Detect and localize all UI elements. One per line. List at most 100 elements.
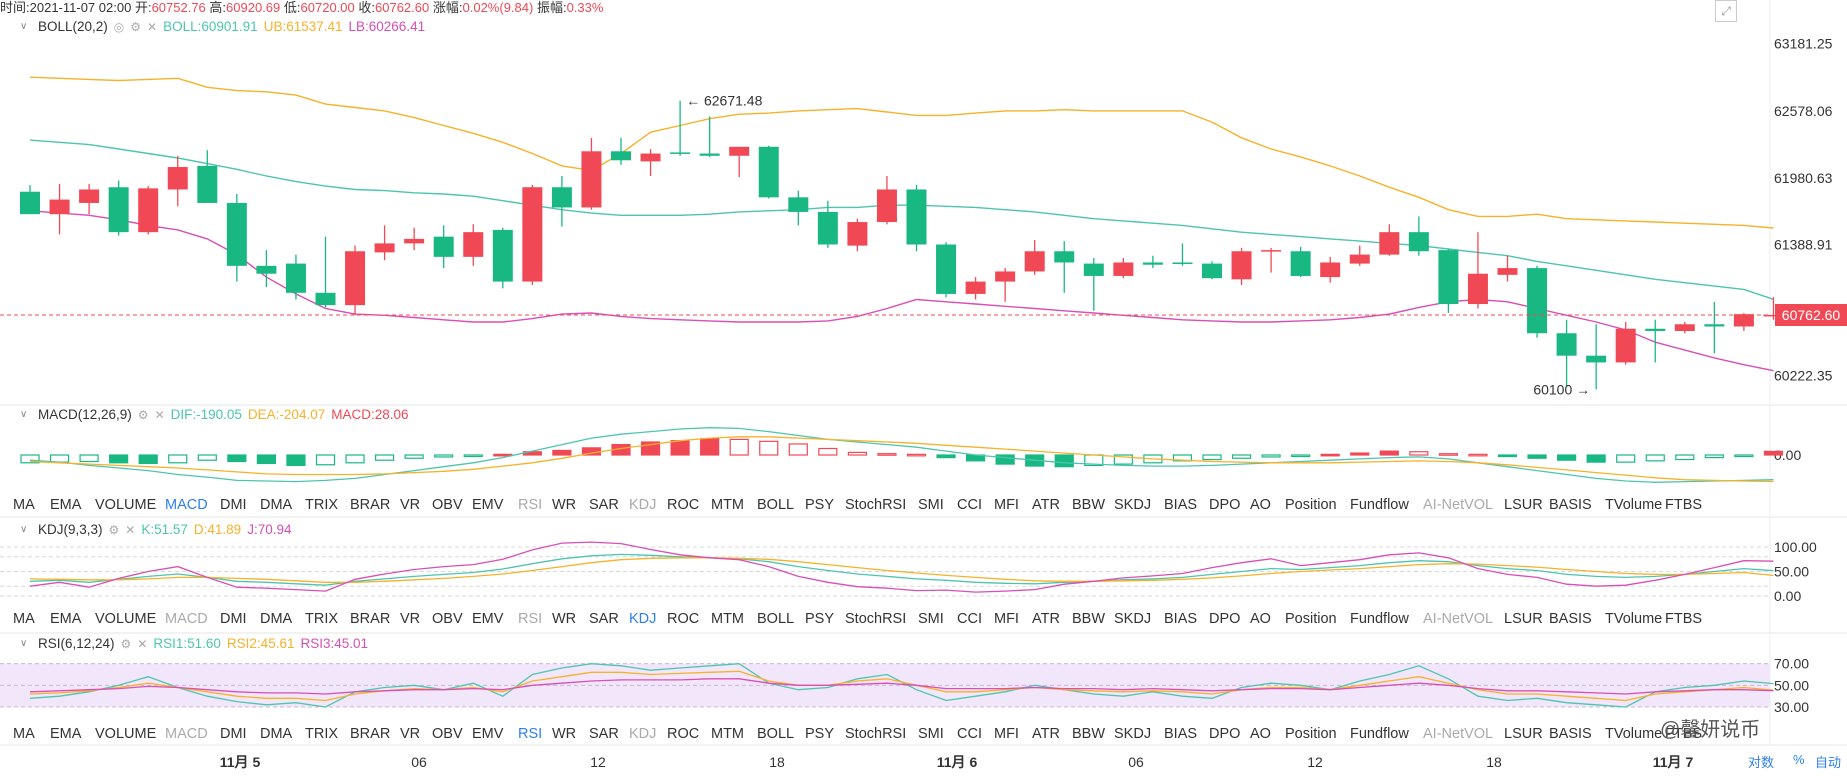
indicator-tab-atr[interactable]: ATR	[1032, 497, 1060, 513]
indicator-tab-trix[interactable]: TRIX	[305, 497, 339, 513]
indicator-tab-mtm[interactable]: MTM	[711, 611, 745, 627]
indicator-tab-roc[interactable]: ROC	[667, 497, 700, 513]
indicator-tab-emv[interactable]: EMV	[472, 611, 504, 627]
indicator-tab-dma[interactable]: DMA	[260, 611, 293, 627]
indicator-tab-ema[interactable]: EMA	[50, 611, 82, 627]
indicator-tab-kdj[interactable]: KDJ	[629, 611, 657, 627]
indicator-tab-dmi[interactable]: DMI	[220, 497, 247, 513]
indicator-tab-psy[interactable]: PSY	[805, 611, 835, 627]
collapse-chevron-icon[interactable]: ∨	[20, 524, 28, 535]
indicator-tab-wr[interactable]: WR	[552, 497, 577, 513]
indicator-tab-tvolume[interactable]: TVolume	[1605, 611, 1663, 627]
indicator-tab-volume[interactable]: VOLUME	[95, 726, 157, 742]
indicator-tab-ftbs[interactable]: FTBS	[1665, 611, 1703, 627]
indicator-tab-ai-netvol[interactable]: AI-NetVOL	[1423, 611, 1494, 627]
indicator-tab-macd[interactable]: MACD	[165, 726, 208, 742]
indicator-tab-tvolume[interactable]: TVolume	[1605, 497, 1663, 513]
indicator-tab-rsi[interactable]: RSI	[518, 611, 543, 627]
indicator-tab-wr[interactable]: WR	[552, 611, 577, 627]
indicator-tab-skdj[interactable]: SKDJ	[1114, 497, 1152, 513]
gear-icon[interactable]: ⚙	[120, 636, 132, 651]
indicator-tab-vr[interactable]: VR	[400, 611, 421, 627]
indicator-tab-position[interactable]: Position	[1285, 611, 1337, 627]
indicator-tab-dpo[interactable]: DPO	[1209, 497, 1241, 513]
indicator-tab-ma[interactable]: MA	[13, 726, 35, 742]
gear-icon[interactable]: ⚙	[108, 522, 120, 537]
indicator-tab-kdj[interactable]: KDJ	[629, 726, 657, 742]
indicator-tab-roc[interactable]: ROC	[667, 726, 700, 742]
collapse-chevron-icon[interactable]: ∨	[20, 21, 28, 32]
eye-icon[interactable]: ◎	[113, 19, 125, 34]
close-icon[interactable]: ✕	[154, 407, 165, 422]
indicator-tab-psy[interactable]: PSY	[805, 497, 835, 513]
indicator-tab-obv[interactable]: OBV	[432, 611, 463, 627]
indicator-tab-position[interactable]: Position	[1285, 497, 1337, 513]
indicator-tab-stochrsi[interactable]: StochRSI	[845, 497, 907, 513]
indicator-tab-fundflow[interactable]: Fundflow	[1350, 611, 1409, 627]
indicator-tab-psy[interactable]: PSY	[805, 726, 835, 742]
indicator-tab-stochrsi[interactable]: StochRSI	[845, 726, 907, 742]
indicator-tab-fundflow[interactable]: Fundflow	[1350, 726, 1409, 742]
indicator-tab-volume[interactable]: VOLUME	[95, 497, 157, 513]
indicator-tab-smi[interactable]: SMI	[918, 611, 944, 627]
indicator-tab-boll[interactable]: BOLL	[757, 497, 795, 513]
indicator-tab-fundflow[interactable]: Fundflow	[1350, 497, 1409, 513]
indicator-tab-cci[interactable]: CCI	[957, 726, 982, 742]
indicator-tab-dma[interactable]: DMA	[260, 497, 293, 513]
indicator-tab-cci[interactable]: CCI	[957, 497, 982, 513]
indicator-tab-ao[interactable]: AO	[1250, 497, 1271, 513]
indicator-tab-dmi[interactable]: DMI	[220, 611, 247, 627]
close-icon[interactable]: ✕	[147, 19, 158, 34]
indicator-tab-emv[interactable]: EMV	[472, 726, 504, 742]
indicator-tab-mfi[interactable]: MFI	[994, 726, 1019, 742]
fullscreen-icon[interactable]: ⤢	[1715, 0, 1737, 22]
collapse-chevron-icon[interactable]: ∨	[20, 638, 28, 649]
indicator-tab-boll[interactable]: BOLL	[757, 611, 795, 627]
indicator-tab-wr[interactable]: WR	[552, 726, 577, 742]
auto-scale-toggle[interactable]: 自动	[1815, 755, 1842, 770]
log-scale-toggle[interactable]: 对数	[1748, 755, 1775, 770]
indicator-tab-sar[interactable]: SAR	[589, 726, 619, 742]
indicator-tab-tvolume[interactable]: TVolume	[1605, 726, 1663, 742]
indicator-tab-skdj[interactable]: SKDJ	[1114, 611, 1152, 627]
indicator-tab-lsur[interactable]: LSUR	[1504, 611, 1543, 627]
gear-icon[interactable]: ⚙	[130, 19, 142, 34]
close-icon[interactable]: ✕	[125, 522, 136, 537]
indicator-tab-sar[interactable]: SAR	[589, 497, 619, 513]
indicator-tab-dpo[interactable]: DPO	[1209, 611, 1241, 627]
indicator-tab-mfi[interactable]: MFI	[994, 497, 1019, 513]
indicator-tab-macd[interactable]: MACD	[165, 497, 208, 513]
indicator-tab-ftbs[interactable]: FTBS	[1665, 497, 1703, 513]
gear-icon[interactable]: ⚙	[137, 407, 149, 422]
indicator-tab-ema[interactable]: EMA	[50, 726, 82, 742]
indicator-tab-mfi[interactable]: MFI	[994, 611, 1019, 627]
indicator-tab-basis[interactable]: BASIS	[1549, 497, 1592, 513]
indicator-tab-macd[interactable]: MACD	[165, 611, 208, 627]
indicator-tab-ao[interactable]: AO	[1250, 726, 1271, 742]
indicator-tab-trix[interactable]: TRIX	[305, 611, 339, 627]
indicator-tab-atr[interactable]: ATR	[1032, 611, 1060, 627]
indicator-tab-smi[interactable]: SMI	[918, 726, 944, 742]
indicator-tab-bias[interactable]: BIAS	[1164, 611, 1198, 627]
indicator-tab-atr[interactable]: ATR	[1032, 726, 1060, 742]
indicator-tab-bbw[interactable]: BBW	[1072, 497, 1106, 513]
indicator-tab-rsi[interactable]: RSI	[518, 497, 543, 513]
indicator-tab-basis[interactable]: BASIS	[1549, 726, 1592, 742]
indicator-tab-basis[interactable]: BASIS	[1549, 611, 1592, 627]
indicator-tab-roc[interactable]: ROC	[667, 611, 700, 627]
indicator-tab-lsur[interactable]: LSUR	[1504, 497, 1543, 513]
indicator-tab-boll[interactable]: BOLL	[757, 726, 795, 742]
indicator-tab-bbw[interactable]: BBW	[1072, 611, 1106, 627]
indicator-tab-ai-netvol[interactable]: AI-NetVOL	[1423, 726, 1494, 742]
indicator-tab-emv[interactable]: EMV	[472, 497, 504, 513]
indicator-tab-vr[interactable]: VR	[400, 497, 421, 513]
indicator-tab-bbw[interactable]: BBW	[1072, 726, 1106, 742]
indicator-tab-sar[interactable]: SAR	[589, 611, 619, 627]
indicator-tab-brar[interactable]: BRAR	[350, 611, 391, 627]
indicator-tab-brar[interactable]: BRAR	[350, 497, 391, 513]
indicator-tab-dpo[interactable]: DPO	[1209, 726, 1241, 742]
indicator-tab-dmi[interactable]: DMI	[220, 726, 247, 742]
indicator-tab-lsur[interactable]: LSUR	[1504, 726, 1543, 742]
indicator-tab-smi[interactable]: SMI	[918, 497, 944, 513]
indicator-tab-ma[interactable]: MA	[13, 497, 35, 513]
